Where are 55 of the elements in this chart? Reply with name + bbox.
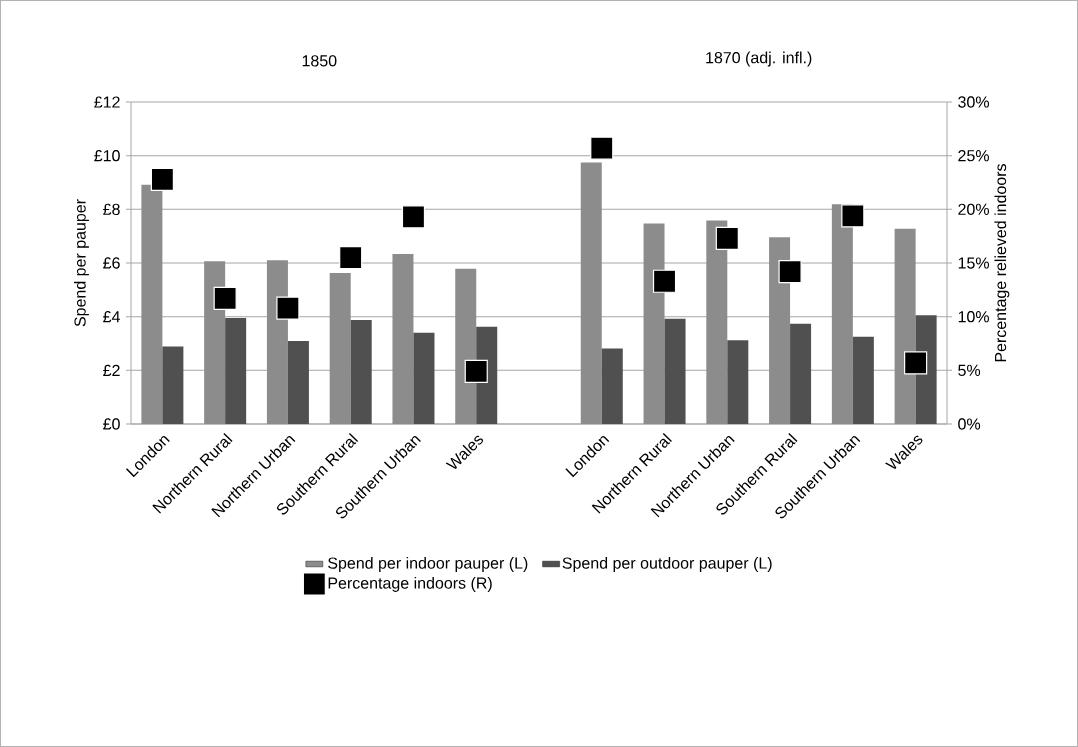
bar bbox=[727, 340, 749, 425]
point bbox=[213, 286, 237, 311]
bar bbox=[287, 341, 309, 425]
y2-tick-label: 25% bbox=[958, 150, 989, 162]
legend-label: Spend per outdoor pauper (L) bbox=[562, 557, 772, 572]
point bbox=[464, 359, 488, 384]
bar bbox=[664, 318, 686, 425]
y-tick-label: £10 bbox=[94, 150, 120, 162]
bar bbox=[413, 332, 435, 425]
bar bbox=[141, 184, 163, 425]
bar bbox=[455, 268, 477, 425]
bar bbox=[580, 162, 602, 425]
point bbox=[778, 259, 802, 284]
y2-tick-label: 20% bbox=[958, 203, 989, 216]
point bbox=[276, 296, 300, 320]
y-tick-label: £12 bbox=[94, 96, 120, 108]
point bbox=[841, 204, 865, 228]
legend-label: Spend per indoor pauper (L) bbox=[328, 557, 528, 572]
point bbox=[715, 226, 739, 250]
point bbox=[590, 136, 614, 160]
y-axis-title: Spend per pauper bbox=[74, 199, 89, 327]
point bbox=[401, 205, 426, 229]
bar bbox=[225, 318, 247, 425]
bar bbox=[329, 272, 351, 425]
point bbox=[339, 246, 363, 270]
text: 1850 bbox=[302, 55, 337, 67]
bar bbox=[894, 228, 916, 425]
y2-tick-label: 0% bbox=[958, 418, 981, 430]
bar bbox=[643, 223, 665, 425]
y2-tick-label: 10% bbox=[958, 311, 989, 323]
y-tick-label: £2 bbox=[103, 364, 120, 376]
point bbox=[904, 351, 928, 375]
point bbox=[150, 167, 174, 191]
bar bbox=[790, 323, 812, 425]
bar bbox=[852, 336, 874, 425]
text: 1870 (adj. infl.) bbox=[706, 51, 812, 67]
y2-tick-label: 5% bbox=[958, 364, 981, 376]
bar bbox=[601, 348, 623, 425]
legend-label: Percentage indoors (R) bbox=[328, 577, 492, 592]
y2-tick-label: 30% bbox=[958, 96, 989, 108]
y-tick-label: £8 bbox=[103, 203, 120, 215]
y2-tick-label: 15% bbox=[958, 257, 989, 269]
y2-axis-title: Percentage relieved indoors bbox=[994, 164, 1010, 362]
bar bbox=[706, 220, 728, 425]
bar bbox=[769, 237, 791, 425]
bar bbox=[392, 253, 414, 425]
y-tick-label: £0 bbox=[103, 418, 120, 430]
bar bbox=[350, 319, 372, 425]
bar bbox=[162, 346, 184, 425]
bar bbox=[204, 261, 226, 425]
y-tick-label: £4 bbox=[103, 311, 120, 323]
point bbox=[652, 269, 677, 293]
bar bbox=[266, 260, 288, 425]
bar bbox=[831, 204, 853, 425]
y-tick-label: £6 bbox=[103, 257, 120, 269]
